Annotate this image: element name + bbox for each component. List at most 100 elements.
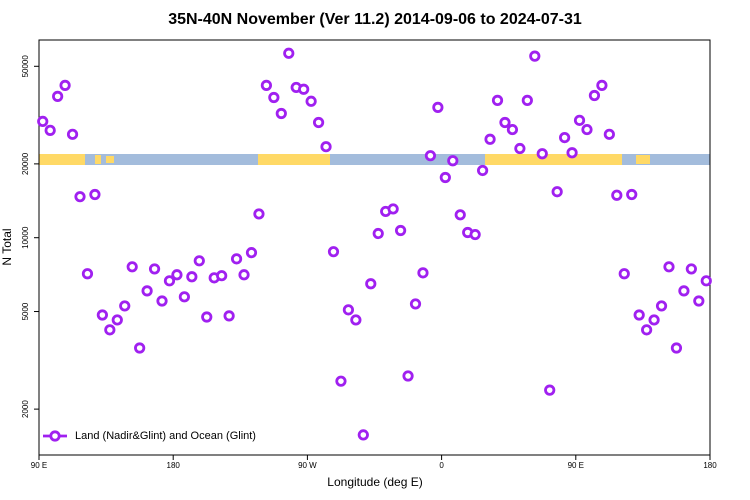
x-tick-label: 0	[439, 461, 444, 470]
data-point	[223, 310, 235, 322]
data-point	[216, 270, 228, 282]
legend-label: Land (Nadir&Glint) and Ocean (Glint)	[75, 430, 256, 442]
data-point	[96, 309, 108, 321]
data-point	[148, 263, 161, 275]
data-point	[499, 116, 511, 129]
data-point	[536, 148, 548, 160]
y-tick-label: 10000	[21, 226, 30, 249]
data-point	[581, 123, 593, 136]
x-tick-label: 90 E	[31, 461, 47, 470]
data-point	[477, 164, 489, 177]
data-point	[245, 247, 258, 259]
data-point	[454, 209, 466, 221]
data-point	[491, 94, 504, 106]
data-point	[81, 268, 94, 280]
data-point	[439, 171, 451, 184]
data-point	[186, 271, 198, 283]
data-point	[298, 83, 310, 95]
data-point	[350, 314, 362, 326]
data-point	[238, 269, 250, 281]
data-point	[394, 224, 407, 237]
land-band	[258, 154, 330, 165]
data-point	[268, 91, 280, 104]
land-band	[485, 154, 622, 165]
land-band	[39, 154, 85, 165]
data-point	[126, 261, 138, 273]
y-tick-label: 2000	[21, 400, 30, 418]
data-point	[156, 295, 168, 307]
data-point	[365, 278, 377, 290]
data-point	[111, 314, 123, 326]
surface-band	[39, 154, 710, 165]
data-point	[342, 304, 355, 316]
data-point	[678, 285, 690, 297]
data-point	[283, 47, 295, 59]
data-point	[469, 228, 481, 241]
data-point	[320, 141, 332, 153]
data-point	[641, 324, 653, 336]
data-point	[409, 298, 422, 310]
data-point	[626, 188, 638, 201]
data-point	[193, 255, 205, 267]
ocean-band	[85, 154, 258, 165]
x-axis-label: Longitude (deg E)	[327, 475, 422, 489]
data-point	[551, 186, 563, 198]
data-point	[685, 263, 697, 275]
data-point	[506, 123, 519, 136]
x-tick-label: 90 E	[568, 461, 584, 470]
data-point	[424, 150, 437, 162]
data-point	[402, 370, 414, 382]
data-point	[596, 79, 608, 91]
y-tick-label: 20000	[21, 152, 30, 175]
land-band	[636, 155, 650, 164]
data-point	[335, 375, 347, 387]
data-point	[230, 253, 243, 265]
data-point	[655, 300, 668, 312]
x-tick-label: 180	[167, 461, 181, 470]
data-point	[44, 124, 56, 136]
data-point	[119, 300, 131, 312]
data-point	[603, 128, 615, 140]
data-point	[141, 285, 153, 297]
ocean-band	[330, 154, 485, 165]
y-tick-label: 50000	[21, 55, 30, 78]
data-point	[171, 269, 183, 281]
data-point	[618, 268, 630, 280]
data-point	[59, 79, 71, 91]
data-point	[588, 89, 601, 102]
data-point	[74, 191, 86, 203]
data-point	[163, 275, 176, 287]
data-point	[201, 311, 213, 323]
data-point	[633, 309, 645, 321]
data-point	[37, 115, 49, 128]
x-tick-label: 180	[703, 461, 717, 470]
legend-marker	[49, 430, 61, 442]
data-point	[670, 342, 683, 354]
data-point	[52, 90, 64, 102]
data-point	[134, 342, 146, 354]
data-point	[700, 275, 712, 287]
data-point	[417, 267, 429, 279]
data-point	[573, 114, 586, 126]
chart-title: 35N-40N November (Ver 11.2) 2014-09-06 t…	[168, 11, 582, 28]
data-point	[559, 131, 571, 144]
data-point	[432, 101, 444, 113]
land-band	[106, 156, 114, 163]
data-point	[253, 208, 265, 220]
data-point	[275, 107, 287, 120]
data-point	[178, 291, 190, 303]
data-point	[357, 429, 369, 441]
y-axis-label: N Total	[0, 228, 14, 265]
data-point	[305, 95, 317, 107]
data-point	[312, 116, 325, 129]
ocean-band	[622, 154, 710, 165]
y-tick-label: 5000	[21, 302, 30, 320]
data-point	[663, 261, 675, 273]
data-point	[447, 155, 459, 167]
data-point	[648, 314, 660, 326]
data-point	[484, 133, 496, 145]
data-point	[104, 324, 116, 336]
data-point	[372, 227, 384, 240]
x-tick-label: 90 W	[298, 461, 317, 470]
land-band	[95, 155, 101, 164]
